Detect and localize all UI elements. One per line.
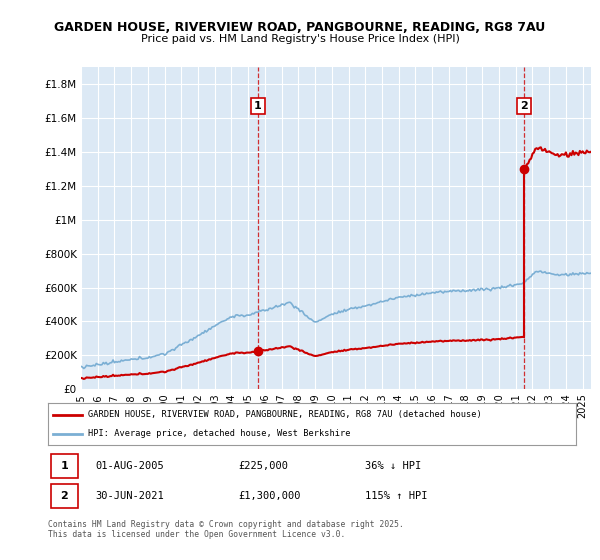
Text: Price paid vs. HM Land Registry's House Price Index (HPI): Price paid vs. HM Land Registry's House … <box>140 34 460 44</box>
Text: 01-AUG-2005: 01-AUG-2005 <box>95 461 164 471</box>
Text: £225,000: £225,000 <box>238 461 288 471</box>
FancyBboxPatch shape <box>50 484 78 508</box>
Text: HPI: Average price, detached house, West Berkshire: HPI: Average price, detached house, West… <box>88 430 350 438</box>
Text: £1,300,000: £1,300,000 <box>238 491 301 501</box>
Text: 2: 2 <box>61 491 68 501</box>
Text: 115% ↑ HPI: 115% ↑ HPI <box>365 491 427 501</box>
Text: 2: 2 <box>520 101 528 111</box>
Text: GARDEN HOUSE, RIVERVIEW ROAD, PANGBOURNE, READING, RG8 7AU: GARDEN HOUSE, RIVERVIEW ROAD, PANGBOURNE… <box>55 21 545 34</box>
Text: GARDEN HOUSE, RIVERVIEW ROAD, PANGBOURNE, READING, RG8 7AU (detached house): GARDEN HOUSE, RIVERVIEW ROAD, PANGBOURNE… <box>88 410 481 419</box>
Text: Contains HM Land Registry data © Crown copyright and database right 2025.
This d: Contains HM Land Registry data © Crown c… <box>48 520 404 539</box>
Text: 1: 1 <box>61 461 68 471</box>
Text: 36% ↓ HPI: 36% ↓ HPI <box>365 461 421 471</box>
Text: 1: 1 <box>254 101 262 111</box>
FancyBboxPatch shape <box>50 454 78 478</box>
Text: 30-JUN-2021: 30-JUN-2021 <box>95 491 164 501</box>
